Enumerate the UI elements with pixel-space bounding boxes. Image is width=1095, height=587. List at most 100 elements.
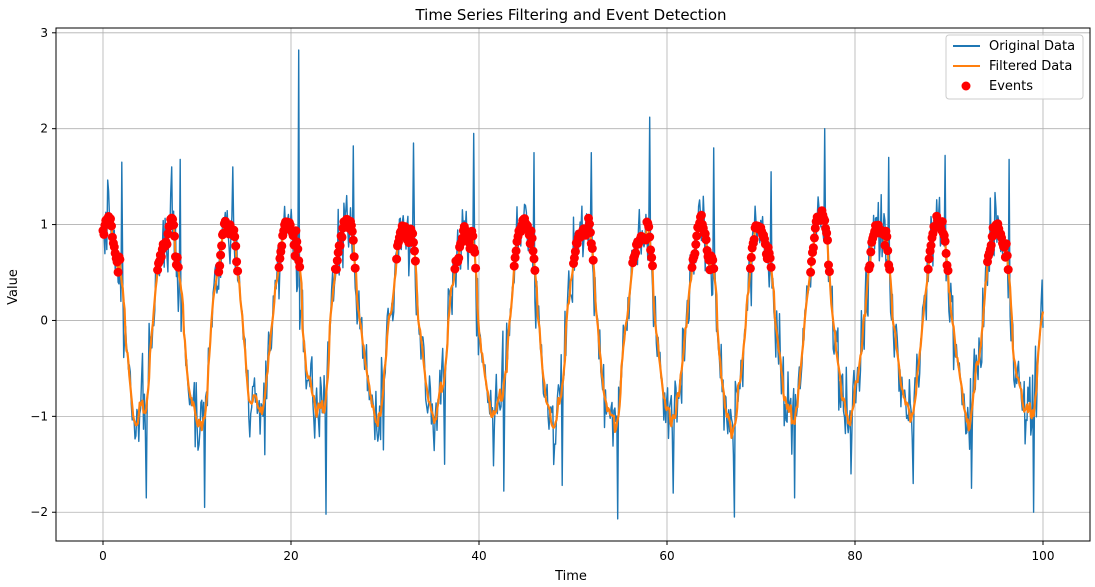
event-point bbox=[229, 225, 239, 235]
event-point bbox=[692, 231, 702, 241]
event-point bbox=[746, 252, 756, 262]
event-point bbox=[924, 254, 934, 264]
event-point bbox=[631, 248, 641, 258]
event-point bbox=[337, 232, 347, 242]
event-point bbox=[587, 244, 597, 253]
event-point bbox=[291, 226, 301, 236]
chart-title: Time Series Filtering and Event Detectio… bbox=[414, 6, 726, 24]
event-point bbox=[511, 246, 521, 256]
event-point bbox=[274, 262, 284, 272]
event-point bbox=[885, 264, 895, 274]
event-point bbox=[765, 253, 775, 263]
event-point bbox=[687, 262, 697, 272]
event-point bbox=[526, 226, 536, 236]
x-tick-label: 80 bbox=[847, 549, 862, 563]
event-point bbox=[648, 261, 657, 271]
event-point bbox=[527, 233, 537, 243]
event-point bbox=[350, 263, 360, 273]
event-point bbox=[923, 264, 933, 274]
event-point bbox=[823, 235, 832, 245]
x-tick-label: 40 bbox=[471, 549, 486, 563]
event-point bbox=[450, 264, 460, 274]
event-point bbox=[410, 256, 420, 266]
event-point bbox=[333, 248, 343, 257]
y-tick-label: 0 bbox=[40, 313, 48, 327]
event-point bbox=[585, 228, 595, 237]
event-point bbox=[162, 239, 172, 249]
event-point bbox=[644, 222, 654, 232]
x-tick-label: 60 bbox=[659, 549, 674, 563]
event-point bbox=[335, 241, 345, 251]
event-point bbox=[347, 226, 357, 236]
event-point bbox=[696, 210, 706, 220]
y-tick-label: 2 bbox=[40, 122, 48, 136]
event-point bbox=[810, 223, 820, 233]
x-axis-label: Time bbox=[554, 569, 587, 583]
y-tick-label: 1 bbox=[40, 218, 48, 232]
legend: Original Data Filtered Data Events bbox=[945, 34, 1084, 100]
event-point bbox=[170, 231, 179, 241]
grid-lines bbox=[56, 28, 1090, 541]
event-point bbox=[986, 240, 996, 250]
event-point bbox=[883, 246, 893, 256]
event-point bbox=[169, 220, 179, 230]
event-point bbox=[230, 232, 240, 242]
event-point bbox=[277, 241, 287, 251]
legend-events-label: Events bbox=[989, 79, 1033, 94]
event-point bbox=[410, 246, 419, 256]
event-point bbox=[866, 247, 876, 257]
legend-original-label: Original Data bbox=[989, 39, 1075, 54]
event-point bbox=[588, 255, 598, 265]
event-point bbox=[708, 255, 718, 265]
event-point bbox=[1002, 251, 1012, 261]
x-tick-label: 100 bbox=[1032, 549, 1055, 563]
event-point bbox=[822, 228, 832, 238]
event-point bbox=[701, 235, 711, 245]
event-point bbox=[233, 266, 243, 276]
event-point bbox=[409, 237, 418, 247]
event-point bbox=[470, 247, 480, 257]
event-point bbox=[115, 254, 125, 264]
event-point bbox=[332, 256, 342, 266]
event-point bbox=[292, 237, 302, 247]
event-point bbox=[882, 232, 892, 242]
event-point bbox=[530, 265, 540, 275]
event-point bbox=[509, 261, 519, 271]
event-point bbox=[231, 241, 241, 251]
event-point bbox=[153, 265, 163, 275]
event-point bbox=[172, 252, 182, 262]
axis-ticks: 0 20 40 60 80 100 −2 −1 0 1 2 3 bbox=[30, 26, 1054, 563]
event-point bbox=[926, 241, 936, 250]
event-point bbox=[691, 240, 701, 249]
event-point bbox=[510, 253, 520, 263]
event-point bbox=[156, 252, 166, 262]
legend-filtered-label: Filtered Data bbox=[989, 59, 1072, 74]
event-point bbox=[99, 229, 109, 239]
event-point bbox=[749, 235, 759, 244]
event-point bbox=[275, 253, 285, 263]
event-point bbox=[471, 263, 481, 273]
event-point bbox=[943, 266, 953, 276]
plot-area bbox=[98, 49, 1045, 520]
event-point bbox=[766, 262, 776, 272]
event-point bbox=[940, 236, 950, 246]
event-point bbox=[941, 248, 951, 258]
event-point bbox=[215, 261, 225, 271]
y-tick-label: 3 bbox=[40, 26, 48, 40]
event-point bbox=[216, 250, 226, 260]
event-point bbox=[585, 219, 594, 229]
x-tick-label: 0 bbox=[99, 549, 107, 563]
event-point bbox=[1001, 239, 1011, 249]
legend-events-swatch bbox=[961, 81, 971, 91]
event-point bbox=[808, 243, 818, 253]
event-point bbox=[528, 246, 538, 256]
event-point bbox=[408, 229, 418, 239]
event-point bbox=[709, 264, 719, 274]
event-point bbox=[807, 257, 816, 266]
event-point bbox=[809, 233, 819, 243]
event-point bbox=[806, 267, 816, 277]
y-axis-label: Value bbox=[6, 269, 21, 305]
y-tick-label: −2 bbox=[30, 505, 48, 519]
